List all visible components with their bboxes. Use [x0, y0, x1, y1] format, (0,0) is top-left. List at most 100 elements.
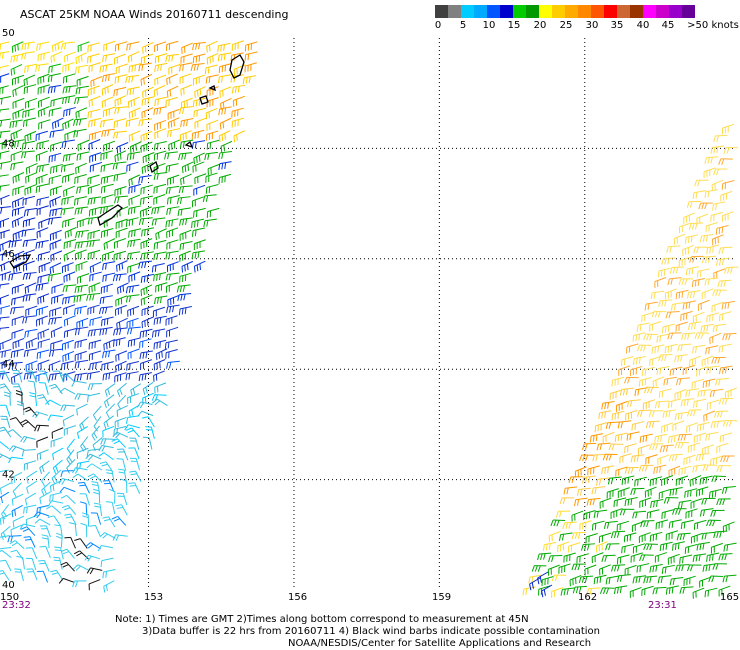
wind-barb	[126, 361, 139, 371]
wind-barb	[0, 251, 12, 262]
wind-barb	[542, 541, 557, 551]
wind-barb	[713, 134, 728, 143]
wind-barb	[10, 64, 23, 76]
wind-barb	[35, 305, 49, 317]
wind-barb	[141, 305, 154, 317]
wind-barb	[679, 586, 694, 594]
note-line-2: 3)Data buffer is 22 hrs from 20160711 4)…	[142, 626, 600, 637]
wind-barb	[114, 185, 127, 197]
wind-barb	[101, 96, 114, 108]
wind-barb	[114, 416, 127, 428]
wind-barb	[654, 400, 669, 409]
wind-barb	[141, 316, 154, 329]
wind-barb	[678, 256, 692, 267]
wind-barb	[180, 97, 193, 109]
wind-barb	[205, 172, 218, 183]
wind-barb	[100, 162, 114, 173]
wind-barb	[632, 543, 646, 554]
wind-barb	[630, 454, 645, 463]
wind-barb	[606, 488, 619, 499]
wind-barb	[74, 64, 89, 74]
wind-barb	[685, 508, 698, 519]
wind-barb	[571, 563, 586, 571]
wind-barb	[114, 106, 129, 115]
wind-barb	[685, 266, 699, 276]
island-outline	[199, 95, 209, 105]
wind-barb	[114, 74, 128, 84]
wind-barb	[37, 293, 50, 305]
wind-barb	[102, 371, 116, 381]
wind-barb	[151, 217, 166, 226]
wind-barb	[98, 306, 113, 315]
wind-barb	[116, 458, 127, 471]
wind-barb	[14, 568, 24, 582]
wind-barb	[114, 304, 127, 316]
wind-barb	[128, 63, 142, 73]
wind-barb	[595, 541, 608, 553]
wind-barb	[720, 455, 735, 463]
wind-barb	[25, 97, 38, 109]
wind-barb	[20, 436, 36, 443]
wind-barb	[49, 492, 63, 502]
wind-barb	[630, 487, 645, 496]
wind-barb	[705, 345, 719, 355]
wind-barb	[138, 118, 153, 127]
wind-barb	[63, 73, 76, 84]
wind-barb	[179, 139, 194, 149]
wind-barb	[678, 465, 692, 476]
wind-barb	[115, 218, 128, 230]
wind-barb	[711, 356, 726, 364]
wind-barb	[47, 500, 64, 507]
wind-barb	[0, 559, 12, 572]
wind-barb	[677, 433, 692, 441]
wind-barb	[166, 261, 179, 273]
wind-barb	[140, 238, 153, 250]
wind-barb	[703, 167, 716, 179]
color-swatch	[630, 5, 643, 18]
wind-barb	[91, 425, 100, 441]
wind-barb	[153, 272, 167, 282]
wind-barb	[93, 502, 103, 517]
wind-barb	[0, 338, 12, 351]
wind-barb	[722, 419, 738, 427]
wind-barb	[193, 184, 206, 196]
wind-barb	[691, 278, 705, 288]
wind-barb	[194, 173, 207, 185]
wind-barb	[576, 553, 589, 564]
wind-barb	[53, 556, 63, 570]
wind-barb	[52, 370, 64, 383]
wind-barb	[166, 85, 179, 98]
color-scale-label: 30	[585, 20, 599, 31]
wind-barb	[75, 107, 88, 119]
wind-barb	[176, 284, 191, 293]
wind-barb	[12, 185, 25, 196]
wind-barb	[674, 354, 688, 363]
wind-barb	[699, 475, 713, 485]
wind-barb	[0, 206, 11, 214]
wind-barb	[76, 403, 88, 416]
wind-barb	[9, 119, 23, 129]
wind-barb	[179, 73, 192, 84]
wind-barb	[48, 316, 62, 325]
wind-barb	[616, 574, 631, 583]
wind-barb	[11, 295, 25, 306]
wind-barb	[72, 466, 88, 474]
wind-barb	[74, 538, 88, 549]
wind-barb	[666, 245, 681, 253]
wind-barb	[62, 173, 75, 184]
wind-barb	[37, 359, 50, 371]
wind-barb	[640, 520, 655, 528]
wind-barb	[86, 567, 103, 575]
wind-barb	[38, 217, 51, 229]
wind-barb	[76, 317, 89, 329]
wind-barb	[112, 431, 129, 439]
wind-barb	[602, 431, 615, 443]
wind-barb	[129, 141, 142, 154]
wind-barb	[125, 75, 139, 84]
wind-barb	[25, 162, 38, 175]
wind-barb	[51, 40, 64, 53]
wind-barb	[35, 130, 48, 141]
wind-barb	[151, 394, 167, 401]
wind-barb	[97, 545, 114, 552]
wind-barb	[100, 228, 114, 238]
